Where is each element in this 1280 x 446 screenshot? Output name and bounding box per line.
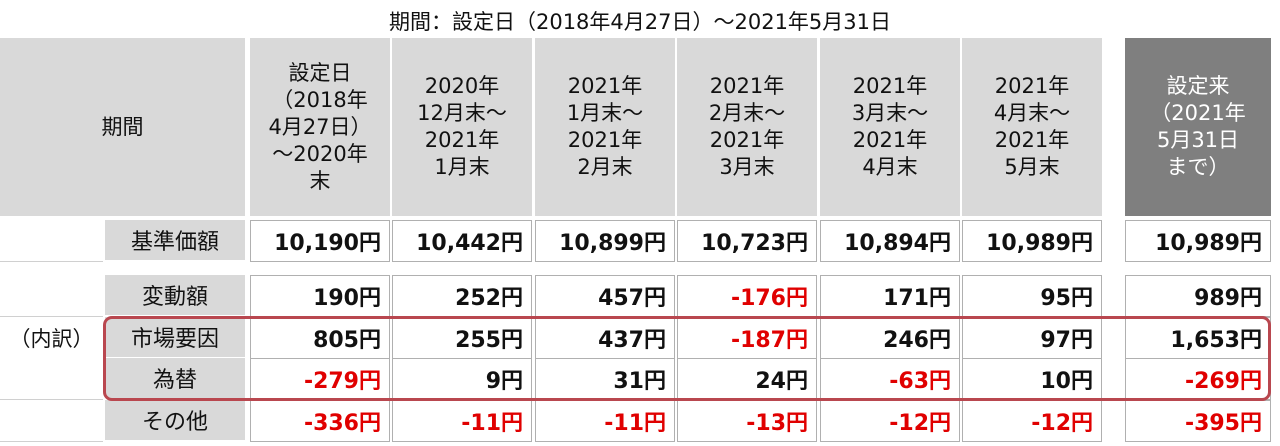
highlight-box	[103, 316, 1271, 401]
value-cell: -63円	[820, 358, 960, 400]
value-cell: 31円	[535, 358, 675, 400]
value-cell: 10,190円	[250, 220, 390, 262]
header-line: 2021年	[567, 74, 643, 98]
value-cell: 10,894円	[820, 220, 960, 262]
value-cell: 10,723円	[677, 220, 817, 262]
header-line: 1月末～	[566, 101, 644, 125]
header-line: ～2020年	[272, 141, 368, 166]
header-line: 2021年	[994, 74, 1070, 98]
header-line: 2021年	[424, 128, 500, 152]
value-cell: 457円	[535, 275, 675, 317]
value-cell: -11円	[392, 400, 532, 442]
value-cell: 190円	[250, 275, 390, 317]
row-label: 市場要因	[105, 317, 245, 359]
total-cell: 10,989円	[1125, 220, 1271, 262]
table-title: 期間：設定日（2018年4月27日）～2021年5月31日	[388, 10, 892, 34]
value-cell: 246円	[820, 317, 960, 359]
row-spacer	[0, 220, 103, 262]
value-cell: 10,442円	[392, 220, 532, 262]
value-cell: 255円	[392, 317, 532, 359]
header-line: 末	[309, 168, 331, 193]
header-line: 2021年	[567, 128, 643, 152]
header-cell: 2021年 1月末～ 2021年 2月末	[535, 38, 675, 216]
value-cell: 24円	[677, 358, 817, 400]
header-line: 5月末	[1004, 155, 1060, 179]
row-spacer	[0, 358, 103, 400]
header-total: 設定来 （2021年 5月31日まで）	[1125, 38, 1271, 216]
header-cell: 2020年 12月末～ 2021年 1月末	[392, 38, 532, 216]
value-cell: 171円	[820, 275, 960, 317]
header-line: 2021年	[709, 74, 785, 98]
header-line: 3月末～	[851, 101, 929, 125]
value-cell: -176円	[677, 275, 817, 317]
header-line: 4月末～	[993, 101, 1071, 125]
header-line: 4月末	[862, 155, 918, 179]
header-line: 1月末	[434, 155, 490, 179]
breakdown-label: （内訳）	[0, 317, 103, 359]
value-cell: 10,899円	[535, 220, 675, 262]
header-line: 2021年	[852, 128, 928, 152]
header-cell: 2021年 3月末～ 2021年 4月末	[820, 38, 960, 216]
total-cell: 1,653円	[1125, 317, 1271, 359]
value-cell: 252円	[392, 275, 532, 317]
value-cell: -12円	[820, 400, 960, 442]
row-spacer	[0, 400, 103, 442]
row-spacer	[0, 275, 103, 317]
total-cell: -395円	[1125, 400, 1271, 442]
row-label: その他	[105, 400, 245, 442]
row-label: 変動額	[105, 275, 245, 317]
header-line: 2021年	[994, 128, 1070, 152]
row-label: 基準価額	[105, 220, 245, 262]
header-line: （2021年	[1150, 101, 1246, 125]
value-cell: 95円	[962, 275, 1102, 317]
total-cell: 989円	[1125, 275, 1271, 317]
value-cell: 9円	[392, 358, 532, 400]
header-line: 12月末～	[417, 101, 507, 125]
value-cell: -187円	[677, 317, 817, 359]
value-cell: 10円	[962, 358, 1102, 400]
header-line: 2月末～	[708, 101, 786, 125]
header-line: 3月末	[719, 155, 775, 179]
header-line: 設定日	[288, 60, 352, 85]
value-cell: -12円	[962, 400, 1102, 442]
value-cell: -11円	[535, 400, 675, 442]
header-line: （2018年	[272, 87, 368, 112]
value-cell: 97円	[962, 317, 1102, 359]
header-label: 期間	[0, 38, 245, 216]
header-cell: 2021年 2月末～ 2021年 3月末	[677, 38, 817, 216]
header-line: 2020年	[424, 74, 500, 98]
header-cell: 設定日 （2018年 4月27日） ～2020年末	[250, 38, 390, 216]
header-line: 2月末	[577, 155, 633, 179]
header-line: 5月31日	[1156, 128, 1240, 152]
value-cell: 10,989円	[962, 220, 1102, 262]
value-cell: -13円	[677, 400, 817, 442]
value-cell: -336円	[250, 400, 390, 442]
header-line: 4月27日）	[268, 114, 372, 139]
header-line: 2021年	[709, 128, 785, 152]
value-cell: 805円	[250, 317, 390, 359]
header-cell: 2021年 4月末～ 2021年 5月末	[962, 38, 1102, 216]
header-line: まで）	[1166, 155, 1230, 179]
header-line: 2021年	[852, 74, 928, 98]
header-line: 設定来	[1166, 74, 1230, 98]
